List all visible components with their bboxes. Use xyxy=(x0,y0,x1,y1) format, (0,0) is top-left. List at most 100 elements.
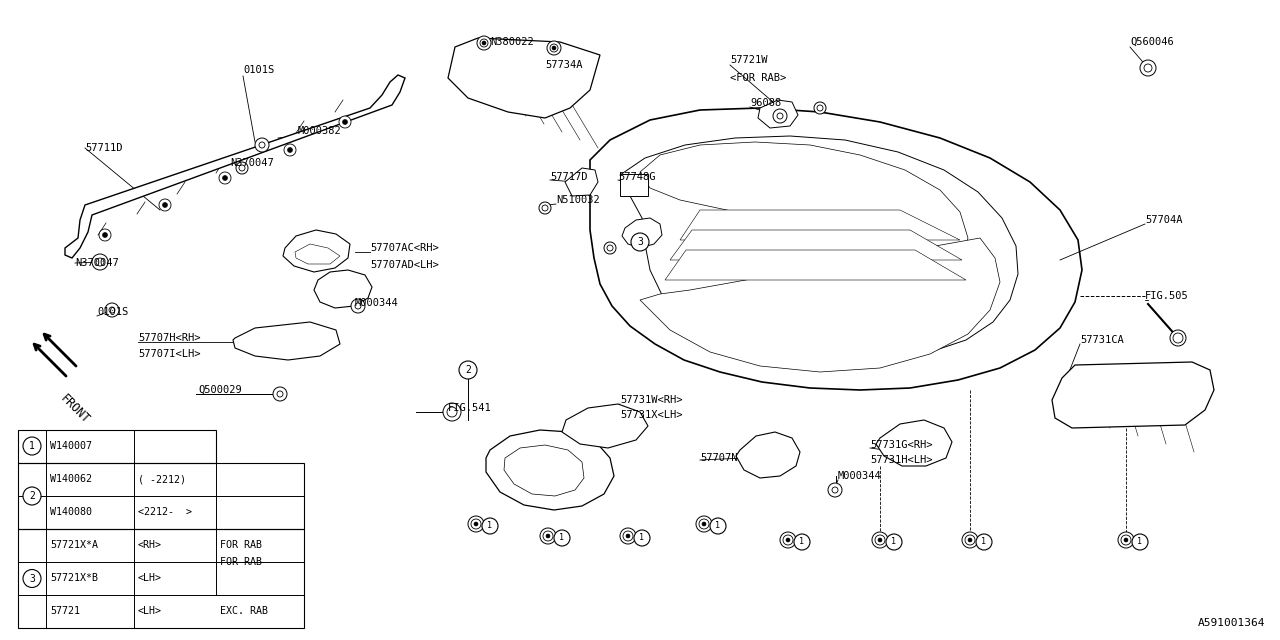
Text: FRONT: FRONT xyxy=(58,392,92,426)
Circle shape xyxy=(554,530,570,546)
Circle shape xyxy=(547,534,550,538)
Text: 57731H<LH>: 57731H<LH> xyxy=(870,455,933,465)
Circle shape xyxy=(1140,60,1156,76)
Circle shape xyxy=(539,202,550,214)
Text: 96088: 96088 xyxy=(750,98,781,108)
Text: 57704A: 57704A xyxy=(1146,215,1183,225)
Text: 57721W: 57721W xyxy=(730,55,768,65)
Polygon shape xyxy=(1052,362,1213,428)
Bar xyxy=(620,174,648,196)
Circle shape xyxy=(552,46,556,50)
Circle shape xyxy=(102,232,108,237)
Text: 2: 2 xyxy=(465,365,471,375)
Circle shape xyxy=(794,534,810,550)
Polygon shape xyxy=(65,75,404,258)
Text: 1: 1 xyxy=(1138,538,1143,547)
Polygon shape xyxy=(666,250,966,280)
Text: 0101S: 0101S xyxy=(243,65,274,75)
Text: 1: 1 xyxy=(640,534,645,543)
Circle shape xyxy=(159,199,172,211)
Circle shape xyxy=(1170,330,1187,346)
Text: 57731X<LH>: 57731X<LH> xyxy=(620,410,682,420)
Text: FIG.505: FIG.505 xyxy=(1146,291,1189,301)
Circle shape xyxy=(483,41,486,45)
Circle shape xyxy=(814,102,826,114)
Circle shape xyxy=(1117,532,1134,548)
Text: 1: 1 xyxy=(716,522,721,531)
Circle shape xyxy=(540,528,556,544)
Circle shape xyxy=(828,483,842,497)
Text: 57707AD<LH>: 57707AD<LH> xyxy=(370,260,439,270)
Text: A591001364: A591001364 xyxy=(1198,618,1265,628)
Circle shape xyxy=(23,487,41,505)
Polygon shape xyxy=(640,142,968,260)
Circle shape xyxy=(471,519,481,529)
Circle shape xyxy=(965,535,975,545)
Circle shape xyxy=(626,534,630,538)
Circle shape xyxy=(288,147,293,152)
Text: ( -2212): ( -2212) xyxy=(138,474,186,484)
Circle shape xyxy=(273,387,287,401)
Circle shape xyxy=(696,516,712,532)
Polygon shape xyxy=(590,108,1082,390)
Text: Q500029: Q500029 xyxy=(198,385,242,395)
Circle shape xyxy=(550,44,558,52)
Circle shape xyxy=(604,242,616,254)
Circle shape xyxy=(223,175,228,180)
Circle shape xyxy=(1132,534,1148,550)
Circle shape xyxy=(783,535,794,545)
Circle shape xyxy=(710,518,726,534)
Bar xyxy=(18,430,216,463)
Text: <LH>: <LH> xyxy=(138,573,163,583)
Polygon shape xyxy=(564,168,598,196)
Text: M000344: M000344 xyxy=(838,471,882,481)
Circle shape xyxy=(634,530,650,546)
Text: 57707H<RH>: 57707H<RH> xyxy=(138,333,201,343)
Polygon shape xyxy=(736,432,800,478)
Circle shape xyxy=(343,120,347,125)
Text: FOR RAB: FOR RAB xyxy=(220,557,262,567)
Circle shape xyxy=(699,519,709,529)
Bar xyxy=(18,463,305,529)
Circle shape xyxy=(780,532,796,548)
Polygon shape xyxy=(448,38,600,118)
Circle shape xyxy=(963,532,978,548)
Circle shape xyxy=(460,361,477,379)
Text: EXC. RAB: EXC. RAB xyxy=(220,606,268,616)
Text: W140080: W140080 xyxy=(50,507,92,517)
Polygon shape xyxy=(504,445,584,496)
Text: 3: 3 xyxy=(637,237,643,247)
Circle shape xyxy=(547,41,561,55)
Text: 1: 1 xyxy=(559,534,564,543)
Circle shape xyxy=(443,403,461,421)
Text: 57721X*A: 57721X*A xyxy=(50,540,99,550)
Text: N370047: N370047 xyxy=(230,158,274,168)
Polygon shape xyxy=(669,230,963,260)
Text: 57734A: 57734A xyxy=(545,60,582,70)
Text: 1: 1 xyxy=(982,538,987,547)
Text: 57721X*B: 57721X*B xyxy=(50,573,99,583)
Circle shape xyxy=(876,535,884,545)
Text: M000344: M000344 xyxy=(355,298,399,308)
Circle shape xyxy=(480,39,488,47)
Polygon shape xyxy=(562,404,648,448)
Circle shape xyxy=(543,531,553,541)
Circle shape xyxy=(872,532,888,548)
Text: 1: 1 xyxy=(488,522,493,531)
Text: 57711D: 57711D xyxy=(84,143,123,153)
Text: <2212-  >: <2212- > xyxy=(138,507,192,517)
Text: N370047: N370047 xyxy=(76,258,119,268)
Polygon shape xyxy=(314,270,372,308)
Text: 57707AC<RH>: 57707AC<RH> xyxy=(370,243,439,253)
Bar xyxy=(18,529,305,628)
Circle shape xyxy=(878,538,882,542)
Text: 57707I<LH>: 57707I<LH> xyxy=(138,349,201,359)
Circle shape xyxy=(474,522,477,526)
Circle shape xyxy=(163,202,168,207)
Text: <LH>: <LH> xyxy=(138,606,163,616)
Circle shape xyxy=(886,534,902,550)
Circle shape xyxy=(1124,538,1128,542)
Circle shape xyxy=(968,538,972,542)
Text: N510032: N510032 xyxy=(556,195,600,205)
Polygon shape xyxy=(876,420,952,466)
